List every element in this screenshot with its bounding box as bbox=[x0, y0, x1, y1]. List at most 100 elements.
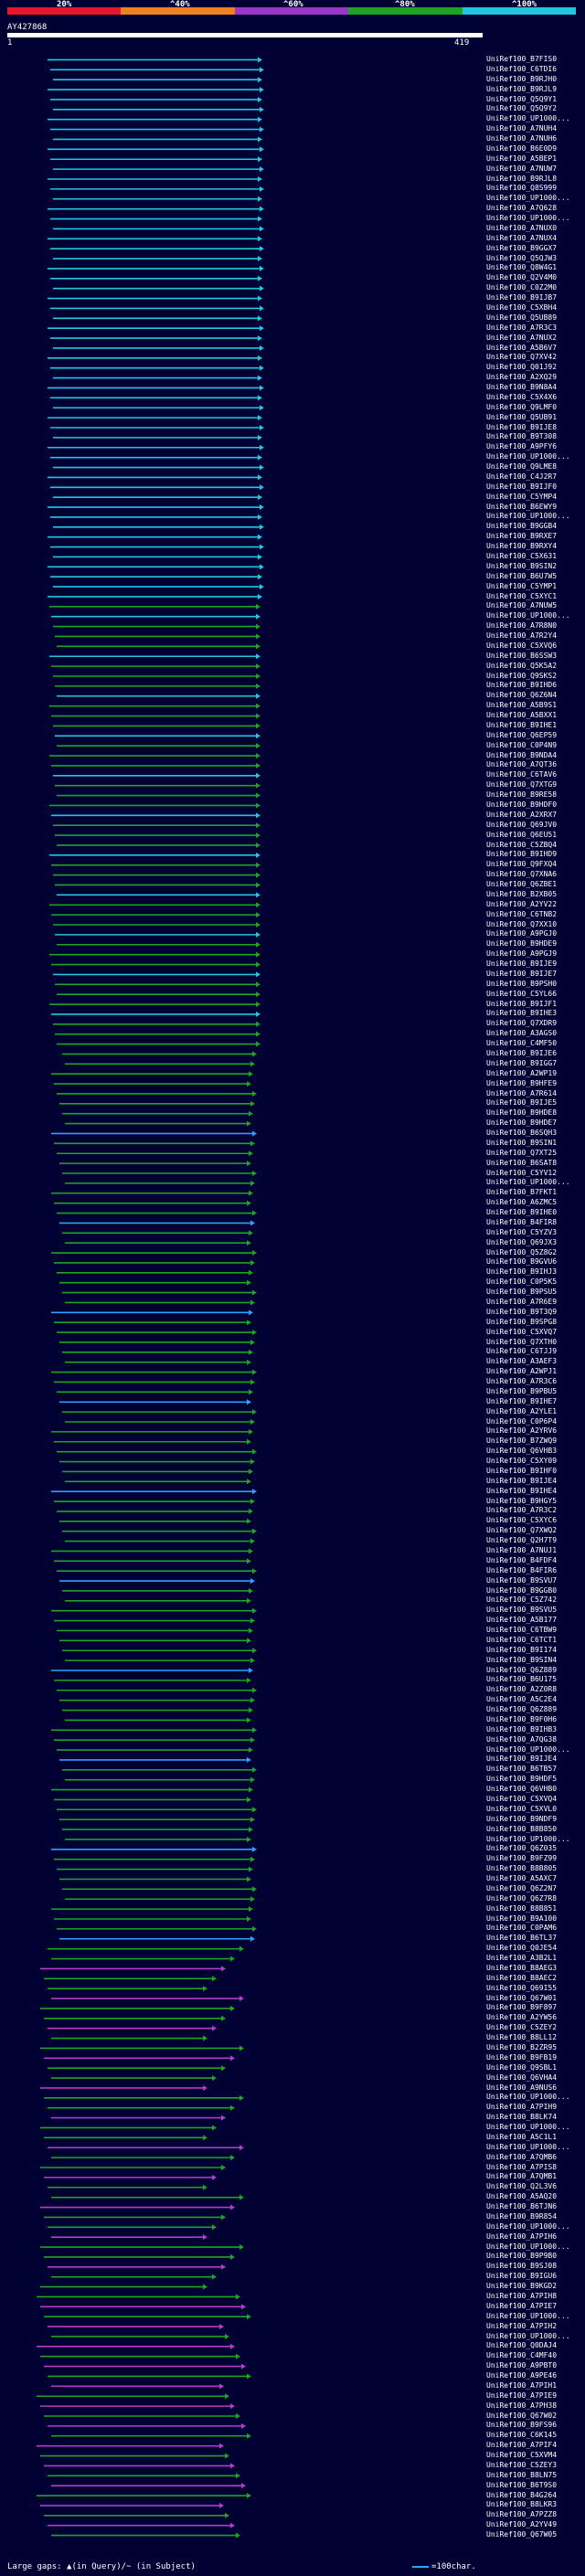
hit-label[interactable]: UniRef100_A5BXX1 bbox=[486, 711, 558, 720]
hit-label[interactable]: UniRef100_A9PGJ9 bbox=[486, 949, 558, 959]
hit-label[interactable]: UniRef100_B9F897 bbox=[486, 2003, 558, 2012]
hit-label[interactable]: UniRef100_B6SSW3 bbox=[486, 651, 558, 660]
hit-label[interactable]: UniRef100_B9KGD2 bbox=[486, 2282, 558, 2291]
hit-label[interactable]: UniRef100_C5XY09 bbox=[486, 1457, 558, 1466]
hit-label[interactable]: UniRef100_Q6Z889 bbox=[486, 1705, 558, 1714]
hit-label[interactable]: UniRef100_B9IHD6 bbox=[486, 681, 558, 690]
hit-label[interactable]: UniRef100_A9PBT0 bbox=[486, 2361, 558, 2370]
hit-label[interactable]: UniRef100_C5X631 bbox=[486, 552, 558, 560]
hit-label[interactable]: UniRef100_C5YV12 bbox=[486, 1168, 558, 1177]
hit-label[interactable]: UniRef100_B9RXY4 bbox=[486, 542, 558, 551]
hit-label[interactable]: UniRef100_B7ZWQ9 bbox=[486, 1436, 558, 1446]
hit-label[interactable]: UniRef100_B9IJE6 bbox=[486, 1049, 558, 1057]
hit-label[interactable]: UniRef100_A7NUX0 bbox=[486, 223, 558, 232]
hit-label[interactable]: UniRef100_A7NUX4 bbox=[486, 233, 558, 242]
hit-label[interactable]: UniRef100_Q69JV0 bbox=[486, 820, 558, 829]
hit-label[interactable]: UniRef100_B8LL12 bbox=[486, 2033, 558, 2042]
hit-label[interactable]: UniRef100_B9RJL8 bbox=[486, 174, 558, 183]
hit-label[interactable]: UniRef100_UP1000... bbox=[486, 2221, 570, 2231]
hit-label[interactable]: UniRef100_B9RJL9 bbox=[486, 84, 558, 93]
hit-label[interactable]: UniRef100_A5B177 bbox=[486, 1616, 558, 1625]
hit-label[interactable]: UniRef100_UP1000... bbox=[486, 2142, 570, 2151]
hit-label[interactable]: UniRef100_C5XVL0 bbox=[486, 1804, 558, 1813]
hit-label[interactable]: UniRef100_B9IHE0 bbox=[486, 1208, 558, 1217]
hit-label[interactable]: UniRef100_A7PIH1 bbox=[486, 2380, 558, 2390]
hit-label[interactable]: UniRef100_C0P6P4 bbox=[486, 1416, 558, 1426]
hit-label[interactable]: UniRef100_B6TB57 bbox=[486, 1765, 558, 1774]
hit-label[interactable]: UniRef100_C4J2R7 bbox=[486, 472, 558, 481]
hit-label[interactable]: UniRef100_Q67W01 bbox=[486, 1993, 558, 2002]
hit-label[interactable]: UniRef100_C6TNB2 bbox=[486, 909, 558, 918]
hit-label[interactable]: UniRef100_A7NUJ1 bbox=[486, 1546, 558, 1554]
hit-label[interactable]: UniRef100_Q9SKS2 bbox=[486, 671, 558, 680]
hit-label[interactable]: UniRef100_Q9FXQ4 bbox=[486, 860, 558, 869]
hit-label[interactable]: UniRef100_Q0DAJ4 bbox=[486, 2341, 558, 2350]
hit-label[interactable]: UniRef100_B6E0D9 bbox=[486, 143, 558, 153]
hit-label[interactable]: UniRef100_B9IJE9 bbox=[486, 959, 558, 969]
hit-label[interactable]: UniRef100_B9RXE7 bbox=[486, 532, 558, 541]
hit-label[interactable]: UniRef100_B6TL37 bbox=[486, 1934, 558, 1943]
hit-label[interactable]: UniRef100_Q5UB91 bbox=[486, 412, 558, 421]
hit-label[interactable]: UniRef100_UP1000... bbox=[486, 1744, 570, 1754]
hit-label[interactable]: UniRef100_B9RJH0 bbox=[486, 74, 558, 83]
hit-label[interactable]: UniRef100_C5XVQ4 bbox=[486, 1795, 558, 1803]
hit-label[interactable]: UniRef100_A7QMB6 bbox=[486, 2152, 558, 2161]
hit-label[interactable]: UniRef100_A9PE46 bbox=[486, 2371, 558, 2380]
hit-label[interactable]: UniRef100_Q5Q9Y2 bbox=[486, 104, 558, 113]
hit-label[interactable]: UniRef100_B6TJN6 bbox=[486, 2202, 558, 2211]
hit-label[interactable]: UniRef100_Q2L3V6 bbox=[486, 2182, 558, 2191]
hit-label[interactable]: UniRef100_B9SPG8 bbox=[486, 1317, 558, 1326]
hit-label[interactable]: UniRef100_A7R2Y4 bbox=[486, 631, 558, 641]
hit-label[interactable]: UniRef100_B9IHJ3 bbox=[486, 1267, 558, 1277]
hit-label[interactable]: UniRef100_A5AXC7 bbox=[486, 1874, 558, 1883]
hit-label[interactable]: UniRef100_C5XVM4 bbox=[486, 2451, 558, 2460]
hit-label[interactable]: UniRef100_B9I174 bbox=[486, 1645, 558, 1654]
hit-label[interactable]: UniRef100_A2YV49 bbox=[486, 2520, 558, 2529]
hit-label[interactable]: UniRef100_Q8W4G1 bbox=[486, 263, 558, 272]
hit-label[interactable]: UniRef100_C5YMP4 bbox=[486, 492, 558, 501]
hit-label[interactable]: UniRef100_Q2V4M0 bbox=[486, 273, 558, 282]
hit-label[interactable]: UniRef100_B9IHD9 bbox=[486, 850, 558, 859]
hit-label[interactable]: UniRef100_B4FDF4 bbox=[486, 1555, 558, 1564]
hit-label[interactable]: UniRef100_B8B851 bbox=[486, 1903, 558, 1913]
hit-label[interactable]: UniRef100_Q8S999 bbox=[486, 184, 558, 193]
hit-label[interactable]: UniRef100_B9IGG7 bbox=[486, 1058, 558, 1067]
hit-label[interactable]: UniRef100_B9T308 bbox=[486, 432, 558, 441]
hit-label[interactable]: UniRef100_A2YLE1 bbox=[486, 1406, 558, 1415]
hit-label[interactable]: UniRef100_Q01J92 bbox=[486, 363, 558, 372]
hit-label[interactable]: UniRef100_A2WP19 bbox=[486, 1068, 558, 1077]
hit-label[interactable]: UniRef100_Q9SBL1 bbox=[486, 2062, 558, 2072]
hit-label[interactable]: UniRef100_B9SVU7 bbox=[486, 1575, 558, 1585]
hit-label[interactable]: UniRef100_A7Q628 bbox=[486, 204, 558, 213]
hit-label[interactable]: UniRef100_B4FIR6 bbox=[486, 1565, 558, 1574]
hit-label[interactable]: UniRef100_B9IHE3 bbox=[486, 1009, 558, 1018]
hit-label[interactable]: UniRef100_A2YW56 bbox=[486, 2013, 558, 2022]
hit-label[interactable]: UniRef100_B9HDE8 bbox=[486, 1108, 558, 1118]
hit-label[interactable]: UniRef100_Q6Z7R8 bbox=[486, 1893, 558, 1903]
hit-label[interactable]: UniRef100_Q9LME8 bbox=[486, 462, 558, 472]
hit-label[interactable]: UniRef100_Q5QJW3 bbox=[486, 253, 558, 262]
hit-label[interactable]: UniRef100_B9IJE4 bbox=[486, 1754, 558, 1764]
hit-label[interactable]: UniRef100_B6U175 bbox=[486, 1675, 558, 1684]
hit-label[interactable]: UniRef100_C4MF50 bbox=[486, 1039, 558, 1048]
hit-label[interactable]: UniRef100_B9GVU6 bbox=[486, 1257, 558, 1267]
hit-label[interactable]: UniRef100_B9PBU5 bbox=[486, 1386, 558, 1395]
hit-label[interactable]: UniRef100_A7R3C2 bbox=[486, 1506, 558, 1515]
hit-label[interactable]: UniRef100_B9HDF5 bbox=[486, 1775, 558, 1784]
hit-label[interactable]: UniRef100_UP1000... bbox=[486, 214, 570, 223]
hit-label[interactable]: UniRef100_UP1000... bbox=[486, 1178, 570, 1187]
hit-label[interactable]: UniRef100_B9F0H6 bbox=[486, 1714, 558, 1723]
hit-label[interactable]: UniRef100_C5XVQ6 bbox=[486, 641, 558, 650]
hit-label[interactable]: UniRef100_B7FKT1 bbox=[486, 1188, 558, 1197]
hit-label[interactable]: UniRef100_B9R854 bbox=[486, 2211, 558, 2221]
hit-label[interactable]: UniRef100_B2ZR95 bbox=[486, 2043, 558, 2051]
hit-label[interactable]: UniRef100_B9IJE8 bbox=[486, 422, 558, 431]
hit-label[interactable]: UniRef100_B9IJE7 bbox=[486, 969, 558, 978]
hit-label[interactable]: UniRef100_B9FS96 bbox=[486, 2421, 558, 2430]
hit-label[interactable]: UniRef100_B6SAT8 bbox=[486, 1158, 558, 1167]
hit-label[interactable]: UniRef100_Q6Z2N7 bbox=[486, 1883, 558, 1892]
hit-label[interactable]: UniRef100_B6T9S0 bbox=[486, 2480, 558, 2489]
hit-label[interactable]: UniRef100_C5X4X6 bbox=[486, 392, 558, 401]
hit-label[interactable]: UniRef100_B9FZ99 bbox=[486, 1854, 558, 1863]
hit-label[interactable]: UniRef100_C5ZEY2 bbox=[486, 2023, 558, 2032]
